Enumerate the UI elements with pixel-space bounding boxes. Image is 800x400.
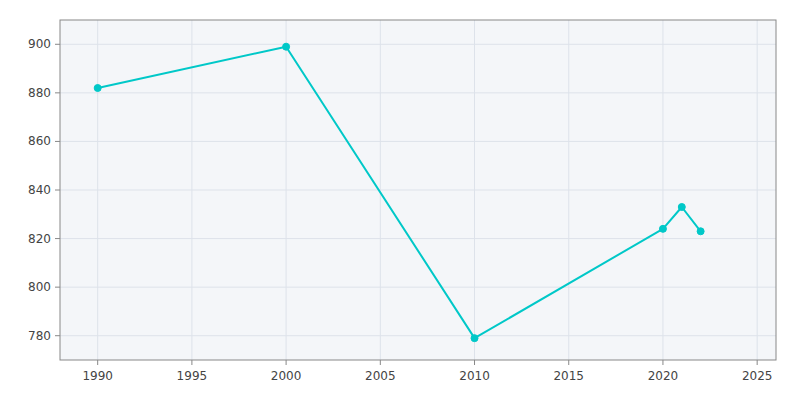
grid-line-y	[60, 335, 776, 336]
tick-label-y: 820	[28, 232, 51, 246]
marker	[471, 335, 478, 342]
grid-line-y	[60, 287, 776, 288]
chart: 1990 1995 2000 2005 2010 2015 2020 2025 780 800 82…	[0, 0, 800, 400]
grid-line-y	[60, 190, 776, 191]
tick-mark-x	[757, 360, 758, 365]
chart-container: 1990 1995 2000 2005 2010 2015 2020 2025 780 800 82…	[0, 0, 800, 400]
marker	[697, 228, 704, 235]
tick-label-y: 800	[28, 280, 51, 294]
tick-mark-x	[191, 360, 192, 365]
tick-mark-x	[380, 360, 381, 365]
tick-mark-y	[55, 141, 60, 142]
tick-mark-x	[568, 360, 569, 365]
tick-mark-y	[55, 238, 60, 239]
tick-label-x: 1995	[177, 369, 208, 383]
plot-frame	[60, 20, 776, 360]
tick-label-y: 900	[28, 37, 51, 51]
tick-label-x: 2020	[648, 369, 679, 383]
grid-line-y	[60, 92, 776, 93]
tick-mark-y	[55, 287, 60, 288]
grid-line-y	[60, 44, 776, 45]
series	[94, 43, 704, 341]
grid-line-y	[60, 238, 776, 239]
tick-label-x: 2015	[553, 369, 584, 383]
axes: 1990 1995 2000 2005 2010 2015 2020 2025 780 800 82…	[28, 37, 772, 383]
tick-mark-y	[55, 92, 60, 93]
tick-label-x: 2010	[459, 369, 490, 383]
plot-background	[60, 20, 776, 360]
grid	[60, 20, 776, 360]
tick-mark-x	[97, 360, 98, 365]
marker	[678, 204, 685, 211]
tick-label-x: 1990	[82, 369, 113, 383]
tick-mark-y	[55, 335, 60, 336]
tick-label-x: 2025	[742, 369, 773, 383]
tick-mark-x	[662, 360, 663, 365]
grid-line-y	[60, 141, 776, 142]
tick-label-x: 2005	[365, 369, 396, 383]
tick-label-y: 860	[28, 134, 51, 148]
tick-mark-x	[474, 360, 475, 365]
tick-mark-x	[286, 360, 287, 365]
tick-label-y: 780	[28, 329, 51, 343]
marker	[283, 43, 290, 50]
tick-mark-y	[55, 190, 60, 191]
tick-label-x: 2000	[271, 369, 302, 383]
tick-label-y: 880	[28, 86, 51, 100]
tick-mark-y	[55, 44, 60, 45]
marker	[659, 225, 666, 232]
line	[98, 47, 701, 338]
tick-label-y: 840	[28, 183, 51, 197]
marker	[94, 85, 101, 92]
